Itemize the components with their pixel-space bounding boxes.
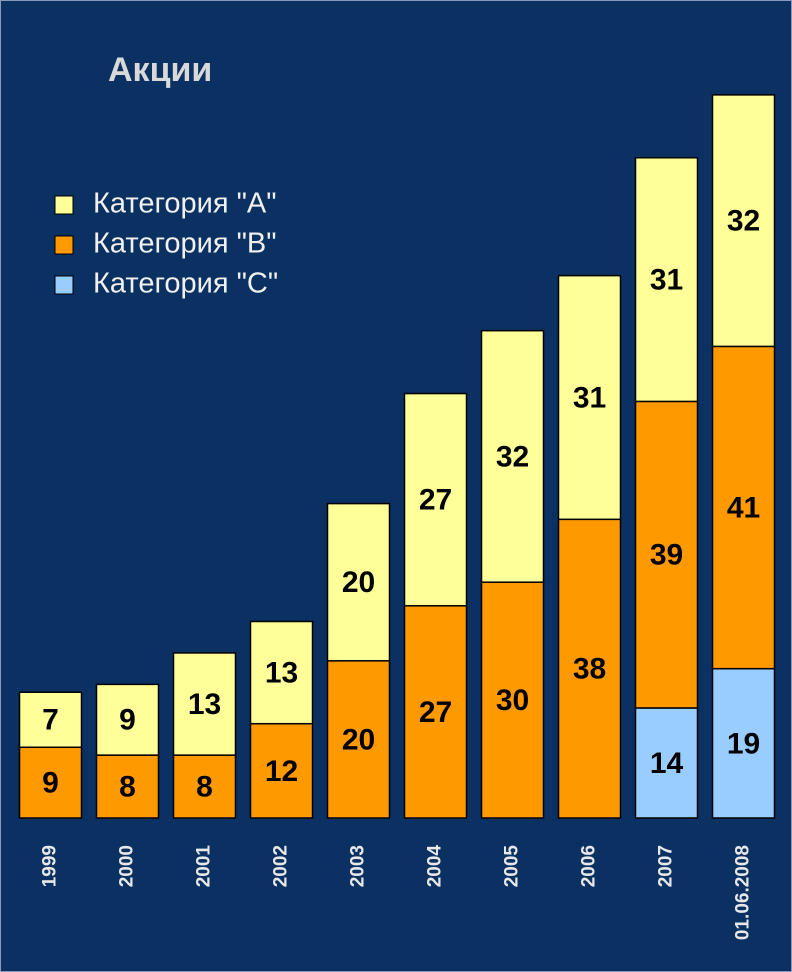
bar-segment [711,94,776,348]
chart-title: Акции [108,51,212,89]
x-tick-label: 2006 [579,845,600,887]
data-label: 39 [650,539,683,572]
bar-segment [326,660,391,819]
bar-segment [326,502,391,662]
data-label: 27 [419,484,452,517]
legend-swatch [54,195,74,215]
bar-segment [18,691,83,749]
bar-segment [557,518,622,819]
data-label: 9 [42,767,59,800]
data-label: 31 [573,381,606,414]
data-label: 8 [119,770,136,803]
data-label: 41 [727,491,760,524]
data-label: 12 [265,755,298,788]
x-tick-label: 2001 [194,845,215,888]
legend-label: Категория "C" [93,268,278,300]
bar-segment [95,683,160,756]
bar-segment [634,707,699,819]
bar-segment [249,620,314,725]
bar-segment [18,746,83,819]
legend-swatch [54,235,74,255]
data-label: 30 [496,684,529,717]
bar-segment [172,754,237,819]
legend-label: Категория "B" [93,228,277,260]
data-label: 13 [265,657,298,690]
x-tick-label: 2004 [425,845,446,888]
x-tick-label: 2007 [656,845,677,887]
x-tick-label: 01.06.2008 [733,845,754,940]
data-label: 19 [727,727,760,760]
bar-segment [403,605,468,819]
x-tick-label: 2003 [348,845,369,887]
data-label: 13 [188,688,221,721]
data-label: 9 [119,704,136,737]
x-tick-label: 1999 [40,845,61,887]
bar-segment [711,667,776,819]
x-tick-label: 2000 [117,845,138,887]
bar-segment [480,329,545,583]
data-label: 32 [496,440,529,473]
bar-segment [634,400,699,709]
data-label: 38 [573,653,606,686]
bar-segment [249,722,314,819]
data-label: 31 [650,264,683,297]
bar-segment [557,274,622,521]
data-label: 20 [342,723,375,756]
bar-segment [403,392,468,607]
x-tick-label: 2002 [271,845,292,887]
data-label: 20 [342,566,375,599]
data-label: 14 [650,747,684,780]
x-tick-label: 2005 [502,845,523,888]
bar-segment [172,652,237,756]
legend-label: Категория "A" [93,188,277,220]
legend-swatch [54,275,74,295]
bar-segment [634,157,699,403]
data-label: 32 [727,205,760,238]
data-label: 8 [196,770,213,803]
data-label: 27 [419,696,452,729]
data-label: 7 [42,704,59,737]
bar-segment [95,754,160,819]
